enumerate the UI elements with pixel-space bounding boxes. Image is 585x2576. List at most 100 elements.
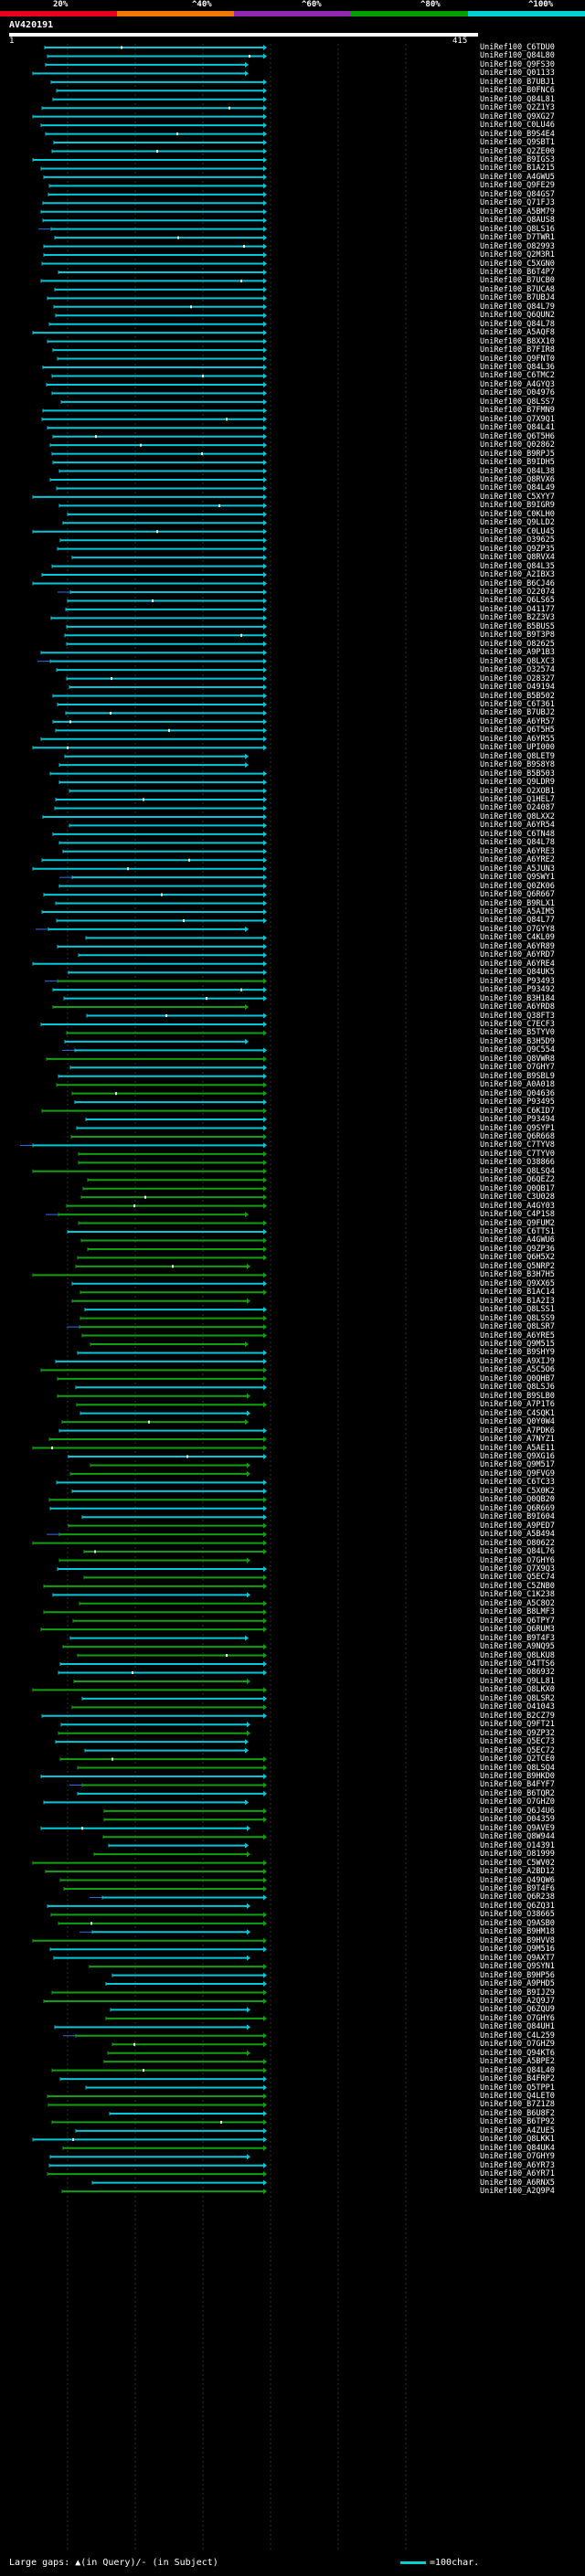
hit-label-link[interactable]: UniRef100_O32574: [480, 665, 555, 675]
hit-label-link[interactable]: UniRef100_Q84L81: [480, 94, 555, 104]
hit-label-link[interactable]: UniRef100_Q0QB17: [480, 1183, 555, 1193]
hit-label-link[interactable]: UniRef100_Q9SYP1: [480, 1123, 555, 1133]
hit-label-link[interactable]: UniRef100_B7UBJ1: [480, 77, 555, 87]
hit-label-link[interactable]: UniRef100_Q5TPP1: [480, 2083, 555, 2093]
hit-label-link[interactable]: UniRef100_B0FNC6: [480, 86, 555, 96]
hit-label-link[interactable]: UniRef100_Q9LDR9: [480, 778, 555, 788]
hit-label-link[interactable]: UniRef100_Q84L78: [480, 838, 555, 848]
hit-label-link[interactable]: UniRef100_C6TN48: [480, 829, 555, 839]
hit-label-link[interactable]: UniRef100_Q6ZQU9: [480, 2005, 555, 2015]
hit-label-link[interactable]: UniRef100_Q9FNT0: [480, 354, 555, 364]
hit-label-link[interactable]: UniRef100_A0A018: [480, 1080, 555, 1090]
hit-label-link[interactable]: UniRef100_C6TC33: [480, 1478, 555, 1488]
hit-label-link[interactable]: UniRef100_Q6QUN2: [480, 311, 555, 321]
hit-label-link[interactable]: UniRef100_B9HM18: [480, 1927, 555, 1937]
hit-label-link[interactable]: UniRef100_B5BUS5: [480, 621, 555, 631]
hit-label-link[interactable]: UniRef100_A5AE11: [480, 1443, 555, 1453]
hit-label-link[interactable]: UniRef100_A9XIJ9: [480, 1356, 555, 1366]
hit-label-link[interactable]: UniRef100_O7GHZ0: [480, 1797, 555, 1807]
hit-label-link[interactable]: UniRef100_A2Q9P4: [480, 2187, 555, 2197]
hit-label-link[interactable]: UniRef100_Q9ZP32: [480, 1728, 555, 1738]
hit-label-link[interactable]: UniRef100_B4FYF7: [480, 1780, 555, 1790]
hit-label-link[interactable]: UniRef100_A7NYZ1: [480, 1435, 555, 1445]
hit-label-link[interactable]: UniRef100_O81999: [480, 1850, 555, 1860]
hit-label-link[interactable]: UniRef100_C5X0K2: [480, 1486, 555, 1496]
hit-label-link[interactable]: UniRef100_C7TYV8: [480, 1140, 555, 1150]
hit-label-link[interactable]: UniRef100_C5XYY7: [480, 492, 555, 502]
hit-label-link[interactable]: UniRef100_B6TQR2: [480, 1788, 555, 1798]
hit-label-link[interactable]: UniRef100_Q01133: [480, 69, 555, 79]
hit-label-link[interactable]: UniRef100_C4P1S8: [480, 1210, 555, 1220]
hit-label-link[interactable]: UniRef100_B6CJ46: [480, 578, 555, 588]
hit-label-link[interactable]: UniRef100_Q8LSS9: [480, 1313, 555, 1323]
hit-label-link[interactable]: UniRef100_Q9M515: [480, 1340, 555, 1349]
hit-label-link[interactable]: UniRef100_Q4LET0: [480, 2092, 555, 2102]
hit-label-link[interactable]: UniRef100_O49194: [480, 683, 555, 693]
hit-label-link[interactable]: UniRef100_A4ZUE5: [480, 2125, 555, 2136]
hit-label-link[interactable]: UniRef100_Q84UH1: [480, 2022, 555, 2032]
hit-label-link[interactable]: UniRef100_B9T4F6: [480, 1883, 555, 1893]
hit-label-link[interactable]: UniRef100_Q1HEL7: [480, 795, 555, 805]
hit-label-link[interactable]: UniRef100_C7TYV0: [480, 1149, 555, 1159]
hit-label-link[interactable]: UniRef100_Q9FUM2: [480, 1218, 555, 1228]
hit-label-link[interactable]: UniRef100_Q84L35: [480, 561, 555, 571]
hit-label-link[interactable]: UniRef100_A6YRE3: [480, 846, 555, 856]
hit-label-link[interactable]: UniRef100_O2XOB1: [480, 786, 555, 796]
hit-label-link[interactable]: UniRef100_B7UBJ4: [480, 293, 555, 303]
hit-label-link[interactable]: UniRef100_B2CZ79: [480, 1711, 555, 1721]
hit-label-link[interactable]: UniRef100_Q6T5H5: [480, 726, 555, 736]
hit-label-link[interactable]: UniRef100_Q84L80: [480, 51, 555, 61]
hit-label-link[interactable]: UniRef100_Q6R238: [480, 1892, 555, 1903]
hit-label-link[interactable]: UniRef100_B3H7H5: [480, 1270, 555, 1280]
hit-label-link[interactable]: UniRef100_B7FMN9: [480, 406, 555, 416]
hit-label-link[interactable]: UniRef100_Q2Z1Y3: [480, 103, 555, 113]
hit-label-link[interactable]: UniRef100_A5C8O2: [480, 1598, 555, 1608]
hit-label-link[interactable]: UniRef100_C6T361: [480, 699, 555, 709]
hit-label-link[interactable]: UniRef100_Q8LS16: [480, 224, 555, 234]
hit-label-link[interactable]: UniRef100_Q9AVE9: [480, 1823, 555, 1833]
hit-label-link[interactable]: UniRef100_Q9SYN1: [480, 1962, 555, 1972]
hit-label-link[interactable]: UniRef100_Q7X9Q1: [480, 414, 555, 424]
hit-label-link[interactable]: UniRef100_A4GYQ3: [480, 379, 555, 389]
hit-label-link[interactable]: UniRef100_A6YR71: [480, 2169, 555, 2179]
hit-label-link[interactable]: UniRef100_A6YRD8: [480, 1002, 555, 1012]
hit-label-link[interactable]: UniRef100_Q9XG16: [480, 1451, 555, 1461]
hit-label-link[interactable]: UniRef100_C6TDU0: [480, 43, 555, 52]
hit-label-link[interactable]: UniRef100_Q9M516: [480, 1945, 555, 1955]
hit-label-link[interactable]: UniRef100_Q8LKK1: [480, 2135, 555, 2145]
hit-label-link[interactable]: UniRef100_A9PED7: [480, 1521, 555, 1531]
hit-label-link[interactable]: UniRef100_O7GYY8: [480, 924, 555, 934]
hit-label-link[interactable]: UniRef100_Q71FJ3: [480, 198, 555, 208]
hit-label-link[interactable]: UniRef100_B9RPJ5: [480, 449, 555, 459]
hit-label-link[interactable]: UniRef100_Q9FT21: [480, 1720, 555, 1730]
hit-label-link[interactable]: UniRef100_Q5EC72: [480, 1745, 555, 1755]
hit-label-link[interactable]: UniRef100_B6U8F2: [480, 2108, 555, 2118]
hit-label-link[interactable]: UniRef100_A6RNX5: [480, 2178, 555, 2188]
hit-label-link[interactable]: UniRef100_Q2TCE0: [480, 1754, 555, 1765]
hit-label-link[interactable]: UniRef100_Q5EC74: [480, 1573, 555, 1583]
hit-label-link[interactable]: UniRef100_O28327: [480, 673, 555, 684]
hit-label-link[interactable]: UniRef100_O7GHY9: [480, 2152, 555, 2162]
hit-label-link[interactable]: UniRef100_Q38FT3: [480, 1011, 555, 1021]
hit-label-link[interactable]: UniRef100_Q6RUM3: [480, 1625, 555, 1635]
hit-label-link[interactable]: UniRef100_Q8RVX6: [480, 475, 555, 484]
hit-label-link[interactable]: UniRef100_C0LU45: [480, 526, 555, 536]
hit-label-link[interactable]: UniRef100_B9IJZ9: [480, 1988, 555, 1998]
hit-label-link[interactable]: UniRef100_Q6TPY7: [480, 1616, 555, 1626]
hit-label-link[interactable]: UniRef100_Q84L78: [480, 319, 555, 329]
hit-label-link[interactable]: UniRef100_C0KLH0: [480, 509, 555, 519]
hit-label-link[interactable]: UniRef100_A5JUN3: [480, 864, 555, 874]
hit-label-link[interactable]: UniRef100_B9SHY9: [480, 1348, 555, 1358]
hit-label-link[interactable]: UniRef100_C6KID7: [480, 1106, 555, 1116]
hit-label-link[interactable]: UniRef100_O04976: [480, 388, 555, 398]
hit-label-link[interactable]: UniRef100_B5B502: [480, 691, 555, 701]
hit-label-link[interactable]: UniRef100_Q9SBT1: [480, 138, 555, 148]
hit-label-link[interactable]: UniRef100_Q9LLD2: [480, 518, 555, 528]
hit-label-link[interactable]: UniRef100_Q6LS65: [480, 596, 555, 606]
hit-label-link[interactable]: UniRef100_B6T4P7: [480, 267, 555, 277]
hit-label-link[interactable]: UniRef100_P93492: [480, 985, 555, 995]
hit-label-link[interactable]: UniRef100_Q8LSR7: [480, 1322, 555, 1332]
hit-label-link[interactable]: UniRef100_Q84L49: [480, 483, 555, 493]
hit-label-link[interactable]: UniRef100_B7UBJ2: [480, 708, 555, 718]
hit-label-link[interactable]: UniRef100_Q84UK4: [480, 2143, 555, 2153]
